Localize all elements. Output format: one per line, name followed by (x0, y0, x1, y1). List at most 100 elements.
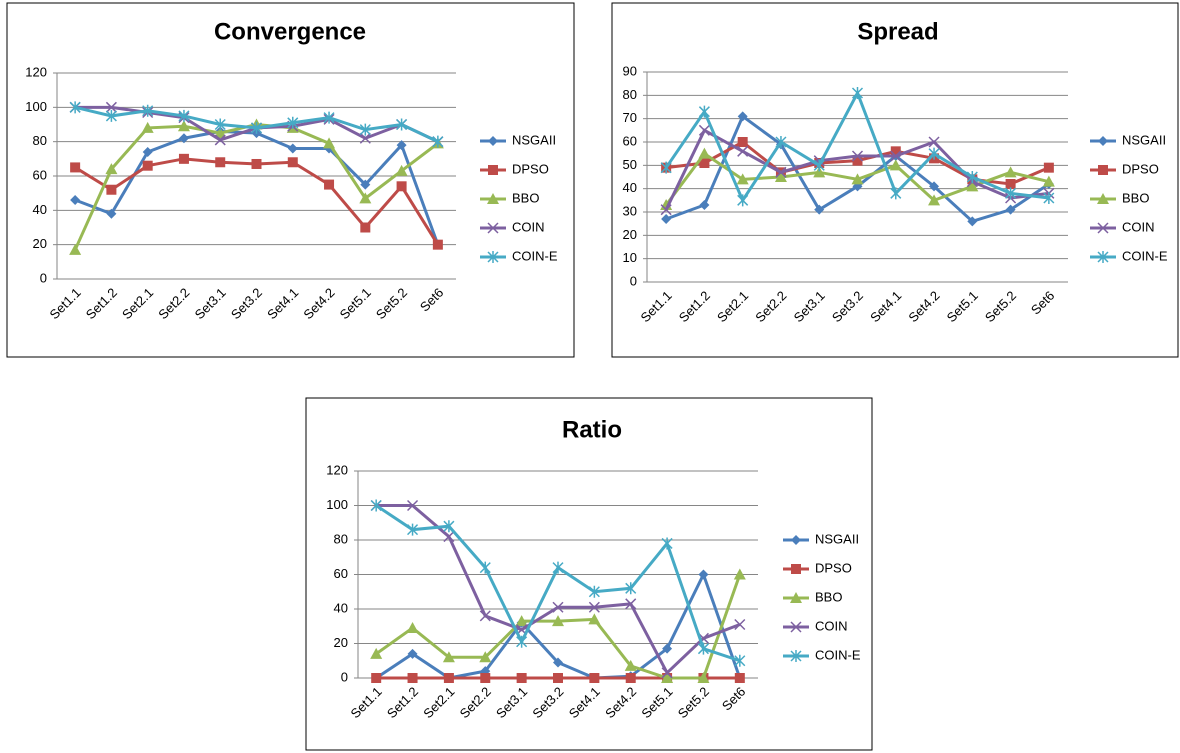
data-point (250, 121, 263, 134)
data-point (890, 146, 901, 157)
data-point (516, 635, 528, 648)
data-point (323, 137, 336, 149)
data-point (813, 166, 826, 178)
data-point (214, 134, 226, 146)
data-point (625, 598, 637, 610)
data-point (407, 673, 418, 683)
legend-marker (790, 592, 802, 603)
data-point (589, 673, 600, 683)
data-point (966, 171, 978, 183)
legend-marker (487, 193, 499, 204)
legend-label: COIN-E (1122, 248, 1168, 263)
y-tick-label: 100 (25, 99, 47, 114)
chart-title: Convergence (214, 18, 366, 45)
legend-marker (1097, 222, 1109, 234)
y-tick-label: 100 (326, 497, 348, 512)
y-tick-label: 120 (326, 462, 348, 477)
data-point (928, 147, 940, 160)
legend-marker (487, 251, 499, 263)
y-tick-label: 70 (623, 110, 637, 125)
data-point (698, 569, 709, 580)
y-tick-label: 80 (334, 531, 348, 546)
data-point (733, 568, 746, 580)
data-point (775, 166, 787, 178)
data-point (479, 561, 491, 574)
data-point (737, 111, 748, 122)
data-point (443, 520, 455, 533)
y-tick-label: 60 (334, 566, 348, 581)
data-point (775, 136, 787, 148)
data-point (1043, 192, 1055, 204)
data-point (371, 673, 382, 683)
data-point (396, 118, 408, 131)
data-point (106, 184, 117, 195)
data-point (141, 121, 154, 133)
data-point (698, 105, 710, 118)
data-point (737, 194, 749, 207)
data-point (396, 181, 407, 192)
data-point (324, 179, 335, 190)
y-tick-label: 30 (623, 203, 637, 218)
data-point (287, 116, 299, 129)
data-point (406, 621, 419, 633)
data-point (479, 651, 492, 663)
data-point (734, 673, 745, 683)
legend-label: DPSO (1122, 161, 1159, 176)
data-point (370, 499, 382, 512)
y-tick-label: 60 (623, 133, 637, 148)
legend-marker (1097, 251, 1109, 263)
data-point (929, 181, 940, 192)
data-point (407, 523, 419, 536)
data-point (142, 104, 154, 117)
data-point (660, 204, 672, 216)
legend-marker (487, 222, 499, 234)
data-point (552, 601, 564, 613)
data-point (443, 531, 455, 543)
y-tick-label: 0 (341, 669, 348, 684)
data-point (106, 208, 117, 219)
y-tick-label: 10 (623, 250, 637, 265)
data-point (662, 643, 673, 654)
data-point (215, 157, 226, 168)
data-point (359, 123, 371, 136)
data-point (178, 133, 189, 144)
data-point (553, 673, 563, 683)
data-point (1005, 204, 1016, 215)
data-point (699, 200, 710, 210)
legend-marker (790, 650, 802, 662)
data-point (698, 147, 711, 159)
y-tick-label: 20 (623, 227, 637, 242)
y-tick-label: 20 (33, 236, 47, 251)
data-point (624, 659, 637, 671)
data-point (1043, 162, 1054, 173)
data-point (443, 673, 454, 683)
data-point (287, 157, 298, 168)
chart-frame (611, 2, 1179, 358)
legend-label: DPSO (512, 161, 549, 176)
legend-label: DPSO (815, 560, 852, 575)
data-point (360, 179, 371, 190)
data-point (553, 657, 563, 668)
data-point (852, 155, 863, 166)
data-point (737, 145, 749, 157)
data-point (698, 124, 710, 136)
legend-label: BBO (512, 190, 539, 205)
data-point (1005, 179, 1016, 189)
data-point (967, 216, 978, 227)
chart-title: Ratio (562, 416, 622, 443)
legend-marker (488, 165, 498, 175)
data-point (697, 642, 709, 655)
data-point (1004, 166, 1017, 178)
data-point (177, 120, 190, 132)
data-point (70, 195, 81, 206)
legend-marker (791, 564, 801, 574)
data-point (105, 109, 117, 122)
data-point (697, 672, 710, 683)
data-point (552, 561, 564, 574)
data-point (1042, 175, 1055, 187)
data-point (660, 161, 672, 174)
data-point (588, 585, 600, 598)
data-point (142, 160, 153, 171)
